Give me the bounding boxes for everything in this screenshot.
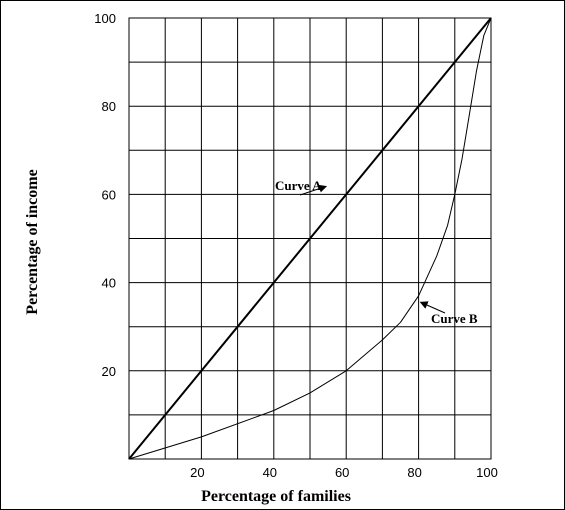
x-tick-label: 40: [263, 465, 277, 480]
annotation-curve-a: Curve A: [275, 178, 322, 193]
tick-labels: 20 40 60 80 100 20 40 60 80 100: [94, 11, 498, 480]
annotation-arrow-curve-b: [419, 301, 446, 314]
y-tick-label: 80: [102, 99, 116, 114]
y-axis-title: Percentage of income: [24, 169, 41, 314]
x-tick-label: 20: [190, 465, 204, 480]
annotation-arrow-curve-a: [299, 184, 328, 196]
annotations: Curve A Curve B: [275, 178, 478, 326]
annotation-curve-b: Curve B: [431, 311, 478, 326]
y-tick-label: 60: [102, 187, 116, 202]
y-tick-label: 40: [102, 276, 116, 291]
y-tick-label: 100: [94, 11, 116, 26]
y-tick-label: 20: [102, 364, 116, 379]
series-line-curve-a: [128, 17, 492, 460]
x-axis-title: Percentage of families: [201, 488, 351, 505]
x-tick-label: 80: [407, 465, 421, 480]
x-tick-label: 60: [335, 465, 349, 480]
series-layer: [128, 17, 492, 460]
x-tick-label: 100: [476, 465, 498, 480]
series-line-curve-b: [128, 17, 492, 460]
